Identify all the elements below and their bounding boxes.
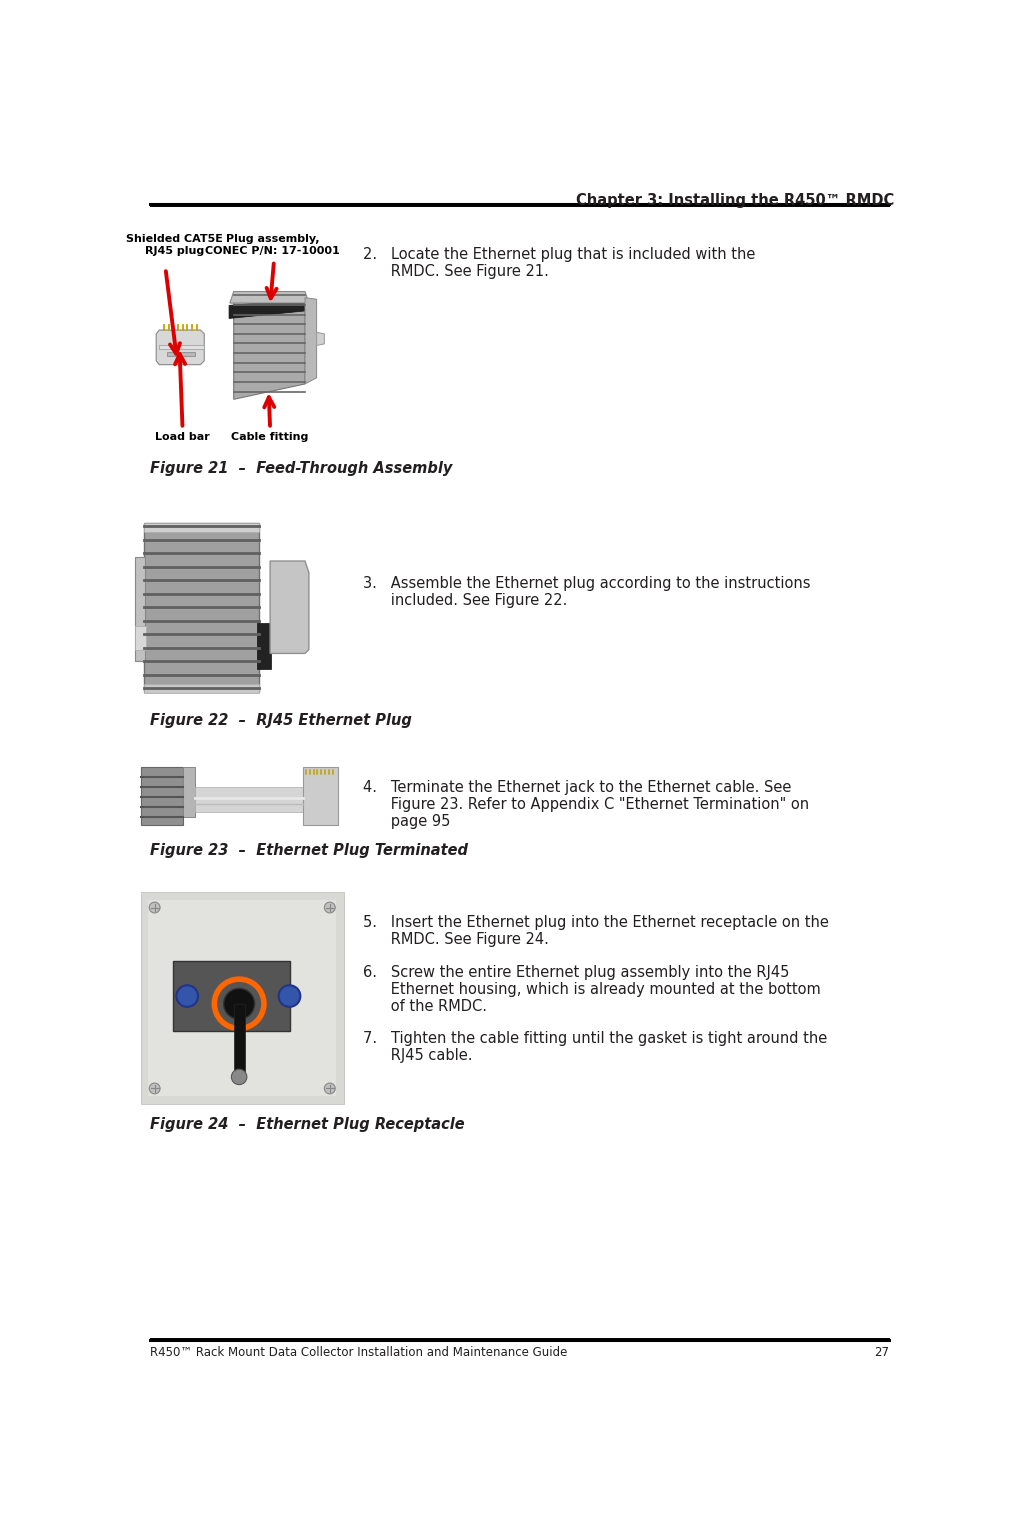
Bar	[148, 900, 336, 1096]
Polygon shape	[305, 297, 316, 384]
Text: Load bar: Load bar	[155, 432, 210, 441]
Text: Ethernet housing, which is already mounted at the bottom: Ethernet housing, which is already mount…	[363, 983, 821, 997]
Text: Cable fitting: Cable fitting	[231, 432, 309, 441]
Bar	[173, 961, 290, 1030]
Text: 3.   Assemble the Ethernet plug according to the instructions: 3. Assemble the Ethernet plug according …	[363, 576, 810, 591]
Text: 27: 27	[874, 1346, 889, 1360]
Text: Shielded CAT5E
RJ45 plug: Shielded CAT5E RJ45 plug	[127, 234, 223, 256]
Polygon shape	[156, 331, 204, 364]
Circle shape	[149, 902, 160, 912]
Polygon shape	[167, 352, 195, 357]
Circle shape	[176, 986, 198, 1007]
Text: 7.   Tighten the cable fitting until the gasket is tight around the: 7. Tighten the cable fitting until the g…	[363, 1030, 827, 1046]
Text: Figure 23. Refer to Appendix C "Ethernet Termination" on: Figure 23. Refer to Appendix C "Ethernet…	[363, 798, 809, 813]
Text: RJ45 cable.: RJ45 cable.	[363, 1047, 473, 1063]
Bar	[233, 1004, 244, 1076]
Bar	[195, 787, 303, 811]
Text: 5.   Insert the Ethernet plug into the Ethernet receptacle on the: 5. Insert the Ethernet plug into the Eth…	[363, 916, 829, 931]
Text: 2.   Locate the Ethernet plug that is included with the: 2. Locate the Ethernet plug that is incl…	[363, 246, 755, 262]
Circle shape	[224, 989, 255, 1020]
Bar	[144, 522, 259, 531]
Text: Figure 23  –  Ethernet Plug Terminated: Figure 23 – Ethernet Plug Terminated	[150, 844, 468, 857]
Text: 4.   Terminate the Ethernet jack to the Ethernet cable. See: 4. Terminate the Ethernet jack to the Et…	[363, 781, 792, 796]
Bar	[141, 893, 344, 1104]
Bar	[184, 767, 195, 818]
Circle shape	[324, 1082, 336, 1093]
Text: RMDC. See Figure 21.: RMDC. See Figure 21.	[363, 263, 549, 279]
Polygon shape	[159, 346, 204, 349]
Polygon shape	[233, 291, 305, 400]
Polygon shape	[144, 522, 259, 692]
Text: Figure 22  –  RJ45 Ethernet Plug: Figure 22 – RJ45 Ethernet Plug	[150, 713, 412, 729]
Circle shape	[279, 986, 300, 1007]
Circle shape	[324, 902, 336, 912]
Bar	[303, 767, 339, 825]
Text: page 95: page 95	[363, 814, 450, 830]
Text: Figure 21  –  Feed-Through Assembly: Figure 21 – Feed-Through Assembly	[150, 461, 452, 476]
Text: Plug assembly,
CONEC P/N: 17-10001: Plug assembly, CONEC P/N: 17-10001	[205, 234, 340, 256]
Text: Chapter 3: Installing the R450™ RMDC: Chapter 3: Installing the R450™ RMDC	[576, 193, 894, 208]
Circle shape	[149, 1082, 160, 1093]
Text: included. See Figure 22.: included. See Figure 22.	[363, 594, 568, 608]
Polygon shape	[230, 291, 309, 303]
Bar	[144, 684, 259, 694]
Text: RMDC. See Figure 24.: RMDC. See Figure 24.	[363, 932, 549, 948]
Text: R450™ Rack Mount Data Collector Installation and Maintenance Guide: R450™ Rack Mount Data Collector Installa…	[150, 1346, 568, 1360]
Polygon shape	[135, 557, 145, 661]
Text: Figure 24  –  Ethernet Plug Receptacle: Figure 24 – Ethernet Plug Receptacle	[150, 1118, 464, 1131]
Bar	[141, 767, 184, 825]
Circle shape	[231, 1069, 246, 1084]
Bar	[257, 623, 271, 669]
Polygon shape	[229, 299, 306, 318]
Text: 6.   Screw the entire Ethernet plug assembly into the RJ45: 6. Screw the entire Ethernet plug assemb…	[363, 965, 790, 980]
Bar	[135, 626, 146, 649]
Polygon shape	[270, 560, 309, 654]
Polygon shape	[316, 332, 324, 346]
Text: of the RMDC.: of the RMDC.	[363, 1000, 487, 1014]
